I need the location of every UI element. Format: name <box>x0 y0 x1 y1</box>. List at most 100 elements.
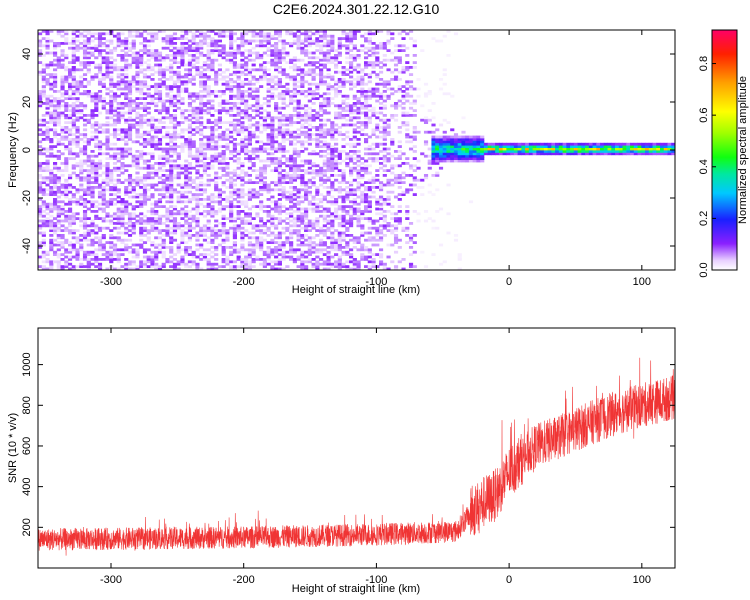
spectrogram-cell <box>176 61 181 64</box>
spectrogram-cell <box>135 128 140 132</box>
spectrogram-cell <box>112 226 118 230</box>
spectrogram-cell <box>319 243 324 247</box>
spectrogram-cell <box>307 222 312 225</box>
spectrogram-cell <box>311 94 316 98</box>
spectrogram-cell <box>139 262 144 266</box>
spectrogram-cell <box>326 111 331 115</box>
spectrogram-cell <box>363 123 369 127</box>
spectrogram-cell <box>139 106 144 110</box>
spectrogram-cell <box>172 262 178 266</box>
spectrogram-cell <box>259 224 264 228</box>
spectrogram-cell <box>172 102 178 105</box>
spectrogram-cell <box>296 111 301 115</box>
spectrogram-cell <box>274 250 279 254</box>
spectrogram-cell <box>75 176 80 180</box>
spectrogram-cell <box>244 102 249 105</box>
spectrogram-cell <box>142 222 148 225</box>
spectrogram-cell <box>247 30 252 33</box>
spectrogram-cell <box>90 78 95 81</box>
spectrogram-cell <box>240 195 245 199</box>
spectrogram-cell <box>225 200 230 204</box>
spectrogram-cell <box>79 183 84 187</box>
spectrogram-cell <box>49 75 54 79</box>
spectrogram-cell <box>64 202 69 206</box>
spectrogram-cell <box>334 178 339 182</box>
spectrogram-cell <box>221 174 226 177</box>
spectrogram-cell <box>341 222 346 225</box>
spectrogram-cell <box>146 238 151 242</box>
spectrogram-cell <box>82 219 88 223</box>
spectrogram-cell <box>300 217 305 220</box>
spectrogram-cell <box>259 217 264 220</box>
spectrogram-cell <box>191 78 196 81</box>
spectrogram-cell <box>345 56 350 60</box>
spectrogram-cell <box>262 68 267 72</box>
spectrogram-cell <box>371 190 376 194</box>
spectrogram-cell <box>292 75 297 79</box>
spectrogram-cell <box>360 123 365 127</box>
spectrogram-cell <box>236 212 241 216</box>
spectrogram-cell <box>180 195 185 199</box>
spectrogram-cell <box>112 82 118 86</box>
spectrogram-cell <box>236 46 241 50</box>
spectrogram-cell <box>289 166 294 170</box>
spectrogram-cell <box>195 49 200 52</box>
spectrogram-cell <box>127 102 133 105</box>
spectrogram-cell <box>86 231 91 235</box>
spectrogram-cell <box>180 212 185 216</box>
spectrogram-cell <box>367 32 372 36</box>
spectrogram-cell <box>38 183 43 187</box>
spectrogram-cell <box>64 56 69 60</box>
spectrogram-cell <box>300 130 305 134</box>
spectrogram-cell <box>274 75 279 79</box>
spectrogram-cell <box>229 202 234 206</box>
spectrogram-cell <box>184 116 189 120</box>
spectrogram-cell <box>214 200 219 204</box>
spectrogram-cell <box>146 44 151 48</box>
spectrogram-cell <box>94 176 99 180</box>
spectrogram-cell <box>71 39 76 43</box>
spectrogram-cell <box>120 152 125 156</box>
spectrogram-cell <box>86 176 91 180</box>
spectrogram-cell <box>94 142 99 146</box>
spectrogram-cell <box>38 255 43 259</box>
spectrogram-cell <box>67 207 73 211</box>
spectrogram-cell <box>240 162 245 165</box>
spectrogram-cell <box>247 142 252 146</box>
spectrogram-cell <box>334 82 339 86</box>
spectrogram-cell <box>161 265 166 268</box>
spectrogram-cell <box>319 39 324 43</box>
spectrogram-cell <box>367 250 372 254</box>
spectrogram-cell <box>127 34 133 38</box>
spectrogram-cell <box>300 178 305 182</box>
spectrogram-cell <box>199 243 204 247</box>
spectrogram-cell <box>64 166 69 170</box>
spectrogram-cell <box>71 152 76 156</box>
spectrogram-cell <box>232 147 237 151</box>
spectrogram-cell <box>135 183 140 187</box>
spectrogram-cell <box>116 157 121 160</box>
spectrogram-cell <box>360 212 365 216</box>
spectrogram-cell <box>154 219 159 223</box>
spectrogram-cell <box>300 226 305 230</box>
spectrogram-cell <box>247 116 252 120</box>
spectrogram-cell <box>157 214 163 218</box>
spectrogram-cell <box>221 121 226 124</box>
spectrogram-cell <box>300 140 305 144</box>
spectrogram-cell <box>180 80 185 84</box>
spectrogram-cell <box>363 73 369 76</box>
spectrogram-cell <box>247 39 252 43</box>
spectrogram-cell <box>270 142 275 146</box>
spectrogram-cell <box>262 188 267 192</box>
spectrogram-cell <box>300 159 305 163</box>
spectrogram-cell <box>45 250 50 254</box>
spectrogram-cell <box>109 106 114 110</box>
spectrogram-cell <box>90 262 95 266</box>
spectrogram-cell <box>352 142 357 146</box>
spectrogram-cell <box>240 111 245 115</box>
spectrogram-cell <box>199 82 204 86</box>
spectrogram-cell <box>311 61 316 64</box>
spectrogram-cell <box>247 253 252 256</box>
spectrogram-cell <box>45 147 50 151</box>
spectrogram-cell <box>266 37 271 40</box>
